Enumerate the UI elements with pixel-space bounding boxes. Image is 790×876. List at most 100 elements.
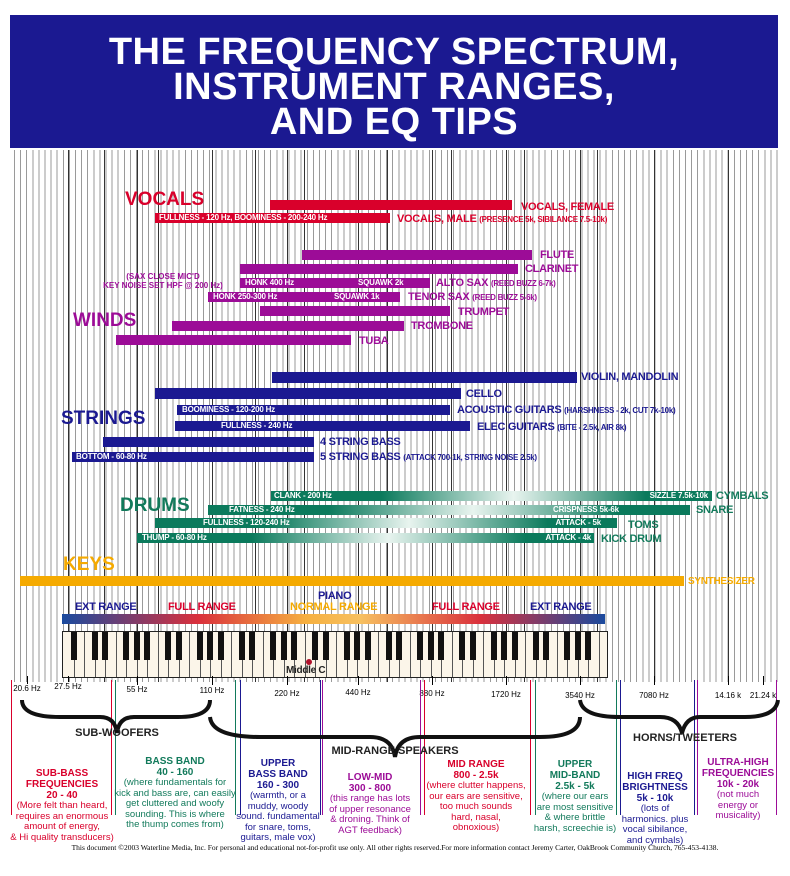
black-key[interactable] — [280, 632, 287, 660]
band-separator — [240, 680, 241, 815]
band-title: 300 - 800 — [348, 783, 392, 794]
note-line: (SAX CLOSE MIC'D — [126, 272, 200, 281]
black-key[interactable] — [511, 632, 518, 660]
note: (ATTACK 700-1k, STRING NOISE 2.5k) — [403, 453, 537, 462]
black-key[interactable] — [291, 632, 297, 660]
bar-note: SQUAWK 1k — [334, 292, 380, 301]
black-key[interactable] — [438, 632, 444, 660]
snare-label: SNARE — [696, 504, 734, 516]
black-key[interactable] — [459, 632, 465, 660]
black-key[interactable] — [343, 632, 350, 660]
grid-line — [212, 150, 213, 682]
bass4-bar — [103, 437, 314, 447]
alto-sax-label: ALTO SAX (REED BUZZ 6-7k) — [436, 277, 556, 290]
band-description: sounding. This is where — [125, 808, 225, 820]
black-key[interactable] — [133, 632, 140, 660]
band-separator — [535, 680, 536, 815]
black-key[interactable] — [490, 632, 497, 660]
black-key[interactable] — [396, 632, 402, 660]
black-key[interactable] — [70, 632, 77, 660]
black-key[interactable] — [469, 632, 476, 660]
black-key[interactable] — [585, 632, 591, 660]
note: (BITE - 2.5k, AIR 8k) — [557, 423, 627, 432]
normal-range: NORMAL RANGE — [290, 601, 378, 613]
copyright-footer: This document ©2003 Waterline Media, Inc… — [71, 843, 719, 852]
black-key[interactable] — [196, 632, 203, 660]
black-key[interactable] — [123, 632, 129, 660]
kick-drum-label: KICK DRUM — [601, 533, 662, 545]
frequency-band: UPPER BASS BAND 160 - 300 (warmth, or a mudd… — [236, 758, 319, 844]
winds-heading: WINDS — [73, 310, 137, 331]
band-title: FREQUENCIES — [701, 768, 775, 779]
band-description: (More felt than heard, — [16, 800, 108, 811]
black-key[interactable] — [427, 632, 434, 660]
band-description: harmonics. plus — [621, 813, 689, 825]
frequency-band: SUB-BASS FREQUENCIES 20 - 40 (More felt tha… — [10, 768, 113, 843]
elec-guitars-bar: FULLNESS - 240 Hz — [175, 421, 470, 431]
black-key[interactable] — [501, 632, 507, 660]
kick-drum-bar: THUMP - 60-80 Hz ATTACK - 4k — [137, 533, 594, 543]
frequency-band: ULTRA-HIGH FREQUENCIES 10k - 20k (not much e… — [702, 757, 774, 822]
band-title: FREQUENCIES — [25, 779, 99, 790]
black-key[interactable] — [564, 632, 570, 660]
black-key[interactable] — [165, 632, 171, 660]
band-title: 20 - 40 — [46, 790, 78, 801]
frequency-label: 3540 Hz — [565, 691, 595, 700]
black-key[interactable] — [364, 632, 371, 660]
black-key[interactable] — [532, 632, 539, 660]
band-description: (where fundamentals for — [123, 777, 227, 788]
grid-line — [158, 150, 159, 682]
frequency-label: 14.16 k — [714, 691, 742, 700]
label: TENOR SAX — [408, 291, 470, 303]
bar-note: ATTACK - 5k — [555, 518, 601, 527]
toms-bar: FULLNESS - 120-240 Hz ATTACK - 5k — [155, 518, 617, 528]
black-key[interactable] — [175, 632, 182, 660]
title-line: THE FREQUENCY SPECTRUM, — [108, 31, 680, 73]
grid-line — [304, 150, 305, 682]
band-title: UPPER — [557, 759, 593, 770]
black-key[interactable] — [249, 632, 255, 660]
band-separator — [322, 680, 323, 815]
piano-keyboard — [62, 631, 608, 678]
band-description: (warmth, or a — [250, 790, 306, 801]
bar-note: FULLNESS - 120 Hz, BOOMINESS - 200-240 H… — [159, 213, 328, 222]
band-description: and cymbals) — [626, 834, 684, 846]
black-key[interactable] — [354, 632, 360, 660]
bar-note: HONK 400 Hz — [245, 278, 294, 287]
grid-line — [287, 150, 288, 682]
middle-c-label: Middle C — [286, 665, 326, 676]
band-description: requires an enormous — [15, 810, 109, 822]
black-key[interactable] — [102, 632, 108, 660]
band-description: muddy, woody — [247, 800, 309, 812]
black-key[interactable] — [385, 632, 392, 660]
violin-label: VIOLIN, MANDOLIN — [581, 371, 679, 383]
black-key[interactable] — [270, 632, 276, 660]
bar-note: HONK 250-300 Hz — [213, 292, 278, 301]
black-key[interactable] — [217, 632, 224, 660]
band-description: musicality) — [715, 810, 761, 821]
flute-label: FLUTE — [540, 249, 574, 261]
frequency-label: 880 Hz — [419, 689, 445, 698]
black-key[interactable] — [91, 632, 98, 660]
black-key[interactable] — [238, 632, 245, 660]
clarinet-label: CLARINET — [525, 263, 579, 275]
band-title: UPPER — [260, 758, 296, 769]
band-separator — [694, 680, 695, 815]
black-key[interactable] — [312, 632, 318, 660]
vocals-heading: VOCALS — [125, 189, 205, 210]
white-key-divider — [483, 632, 484, 677]
bass5-bar: BOTTOM - 60-80 Hz — [72, 452, 314, 462]
frequency-label: 440 Hz — [345, 688, 371, 697]
black-key[interactable] — [322, 632, 329, 660]
flute-bar — [302, 250, 532, 260]
frequency-tick — [358, 676, 359, 685]
vocals-female-label: VOCALS, FEMALE — [521, 201, 614, 213]
frequency-tick — [68, 676, 69, 685]
black-key[interactable] — [574, 632, 581, 660]
black-key[interactable] — [144, 632, 150, 660]
black-key[interactable] — [207, 632, 213, 660]
band-separator — [115, 680, 116, 815]
black-key[interactable] — [543, 632, 549, 660]
black-key[interactable] — [417, 632, 423, 660]
band-title: BRIGHTNESS — [622, 782, 688, 793]
